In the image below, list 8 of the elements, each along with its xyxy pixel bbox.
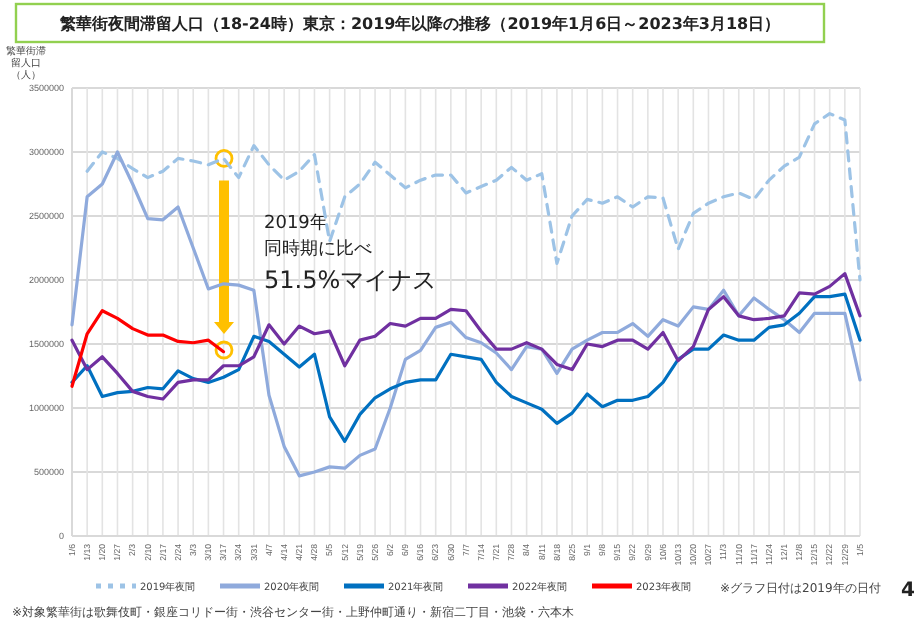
annotation: 2019年 xyxy=(264,212,328,234)
text: 4 xyxy=(901,580,916,602)
line-series xyxy=(70,272,862,401)
line-series xyxy=(70,292,862,443)
line-series xyxy=(70,150,862,478)
annotation: 同時期に比べ xyxy=(264,238,372,260)
annotation: 51.5%マイナス xyxy=(264,266,437,294)
chart-title: 繁華街夜間滞留人口（18-24時）東京：2019年以降の推移（2019年1月6日～2023年3月18日） xyxy=(57,13,781,33)
